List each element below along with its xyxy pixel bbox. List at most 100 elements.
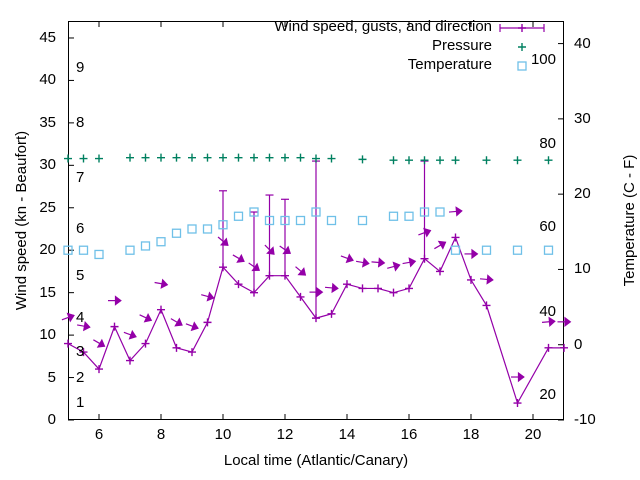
wind-speed-point [513,399,522,408]
wind-direction-arrowhead [486,274,494,285]
wind-direction-arrowhead [190,321,199,332]
temperature-point [187,224,197,234]
pressure-point [389,156,398,165]
temperature-point [435,207,445,217]
y2-tick-label: 0 [574,335,583,353]
beaufort-label: 7 [76,169,85,187]
temperature-point [450,245,461,255]
wind-direction-arrowhead [437,240,447,250]
wind-direction-arrowhead [174,317,183,327]
wind-speed-point [141,339,150,348]
wind-direction-arrowhead [316,286,324,298]
temperature-point [94,249,104,260]
pressure-point [219,153,227,162]
wind-direction-arrowhead [345,253,354,264]
wind-speed-point [374,284,382,293]
beaufort-label: 6 [76,219,85,237]
temperature-point [280,215,290,226]
temperature-point [404,211,414,221]
y-tick-label: 10 [39,326,56,344]
wind-speed-point [95,365,103,374]
x-tick-label: 12 [276,426,294,443]
pressure-point [327,154,336,163]
beaufort-label: 9 [76,58,85,76]
legend-label-2: Temperature [407,56,492,73]
wind-speed-point [172,343,181,352]
wind-speed-point [389,288,398,297]
wind-direction-arrowhead [143,313,153,323]
wind-direction-arrowhead [361,257,370,268]
legend-label-1: Pressure [431,37,492,54]
y-axis-title: Wind speed (kn - Beaufort) [13,130,30,311]
fahrenheit-label: 40 [539,302,556,320]
x-axis-title: Local time (Atlantic/Canary) [223,452,409,469]
temperature-point [156,237,166,247]
y-tick-label: 40 [39,71,56,89]
beaufort-label: 8 [76,113,85,131]
wind-direction-arrowhead [206,291,215,302]
pressure-point [513,156,522,165]
wind-direction-arrowhead [564,316,572,328]
wind-speed-point [265,271,274,280]
pressure-point [265,153,274,162]
pressure-point [188,153,196,162]
temperature-point [171,228,182,238]
x-tick-label: 14 [338,426,356,443]
wind-speed-point [126,356,134,365]
wind-direction-arrowhead [219,237,229,246]
wind-speed-point [451,233,460,242]
fahrenheit-label: 60 [539,218,556,236]
x-tick-label: 18 [462,426,480,443]
wind-speed-point [560,343,568,352]
fahrenheit-label: 100 [530,51,556,69]
temperature-point [326,215,337,226]
y-tick-label: 35 [39,113,56,131]
y2-tick-label: 30 [574,109,591,127]
pressure-point [312,154,320,163]
wind-direction-arrowhead [66,312,75,323]
temperature-point [264,215,275,226]
wind-direction-arrowhead [455,206,463,217]
wind-direction-arrowhead [392,261,401,272]
pressure-point [436,156,444,165]
pressure-point [157,153,165,162]
pressure-point [451,156,460,165]
y-tick-label: 20 [39,241,56,259]
wind-direction-arrowhead [82,321,91,332]
wind-direction-arrowhead [377,257,386,268]
pressure-point [281,153,289,162]
beaufort-label: 4 [76,309,85,327]
beaufort-label: 3 [76,343,85,361]
temperature-point [481,245,492,255]
legend-label-0: Wind speed, gusts, and direction [274,18,492,35]
pressure-point [250,153,258,162]
wind-speed-point [203,318,212,327]
wind-speed-point [64,339,72,348]
legend-key-pressure [518,43,526,51]
pressure-point [420,156,429,165]
x-tick-label: 16 [400,426,418,443]
temperature-point [357,215,368,226]
temperature-point [202,224,213,234]
temperature-point [78,245,89,255]
pressure-point [544,156,553,165]
wind-direction-arrowhead [128,329,137,340]
wind-direction-arrowhead [266,246,275,255]
wind-direction-arrowhead [423,227,432,238]
y2-axis-title: Temperature (C - F) [621,154,638,287]
pressure-point [79,154,88,163]
wind-speed-point [110,322,119,331]
temperature-point [233,211,244,221]
pressure-point [126,153,134,162]
wind-speed-point [405,284,413,293]
temperature-point [295,215,306,226]
pressure-point [141,153,150,162]
fahrenheit-label: 20 [539,386,556,404]
wind-speed-point [436,267,444,276]
y-tick-label: 5 [47,368,56,386]
pressure-point [95,154,103,163]
pressure-point [64,154,72,163]
pressure-point [172,153,181,162]
wind-speed-point [482,301,491,310]
